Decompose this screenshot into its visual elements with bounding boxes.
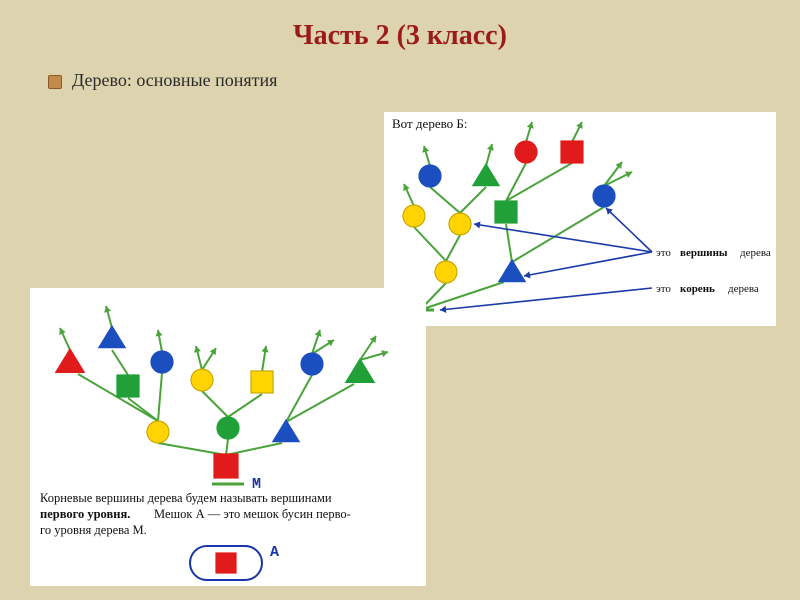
svg-text:дерева: дерева <box>740 247 771 259</box>
tree-m-svg: МКорневые вершины дерева будем называть … <box>30 288 426 586</box>
svg-text:Вот дерево Б:: Вот дерево Б: <box>392 116 467 131</box>
svg-text:дерева: дерева <box>728 283 759 295</box>
panel-tree-m: МКорневые вершины дерева будем называть … <box>30 288 426 586</box>
svg-text:А: А <box>270 544 279 561</box>
svg-text:это: это <box>656 283 671 295</box>
svg-text:го уровня дерева М.: го уровня дерева М. <box>40 523 147 537</box>
slide: Часть 2 (3 класс) Дерево: основные понят… <box>0 0 800 600</box>
panel-tree-b: Вот дерево Б:Бэтовершиныдереваэтокореньд… <box>384 112 776 326</box>
svg-text:вершины: вершины <box>680 247 728 259</box>
svg-text:первого уровня.: первого уровня. <box>40 507 130 521</box>
slide-title: Часть 2 (3 класс) <box>0 0 800 52</box>
svg-text:корень: корень <box>680 283 715 295</box>
svg-text:Мешок А — это мешок бусин перв: Мешок А — это мешок бусин перво- <box>154 507 351 521</box>
slide-subtitle: Дерево: основные понятия <box>48 70 800 91</box>
subtitle-text: Дерево: основные понятия <box>72 70 277 90</box>
bullet-icon <box>48 75 62 89</box>
tree-b-svg: Вот дерево Б:Бэтовершиныдереваэтокореньд… <box>384 112 776 326</box>
svg-text:Корневые вершины дерева будем: Корневые вершины дерева будем называть в… <box>40 491 332 505</box>
svg-text:это: это <box>656 247 671 259</box>
